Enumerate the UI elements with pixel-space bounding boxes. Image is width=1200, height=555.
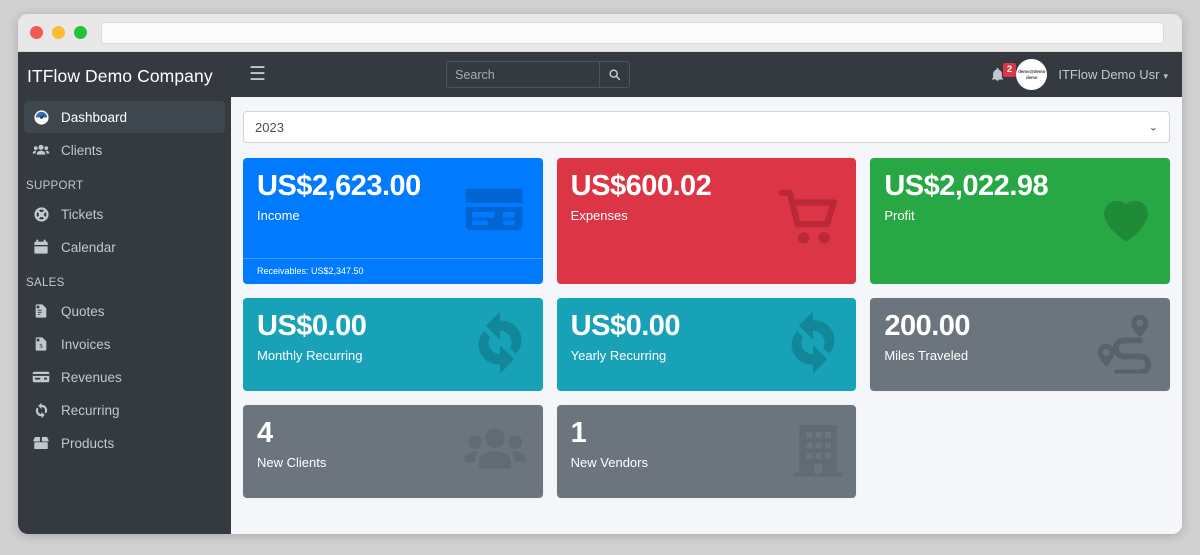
sidebar-item-label: Quotes (61, 303, 105, 319)
maximize-window-button[interactable] (74, 26, 87, 39)
user-menu-label: ITFlow Demo Usr (1058, 67, 1160, 82)
stat-card-grid: US$2,623.00 Income (243, 158, 1170, 498)
sidebar-item-label: Recurring (61, 402, 120, 418)
sidebar-item-invoices[interactable]: $ Invoices (24, 328, 225, 360)
notifications-button[interactable]: 2 (990, 63, 1016, 82)
bell-icon (992, 67, 1004, 81)
topbar-right: 2 demo@demo demo ITFlow Demo Usr ▾ (990, 59, 1168, 90)
browser-chrome (18, 14, 1182, 52)
invoice-icon: $ (32, 335, 50, 353)
search-button[interactable] (599, 62, 630, 87)
browser-window: ITFlow Demo Company Dashboard (18, 14, 1182, 534)
hamburger-icon[interactable]: ☰ (249, 64, 267, 85)
product-icon (32, 434, 50, 452)
stat-value: 200.00 (884, 310, 971, 342)
clients-icon (32, 141, 50, 159)
app-viewport: ITFlow Demo Company Dashboard (18, 52, 1182, 534)
sidebar-item-label: Invoices (61, 336, 111, 352)
sidebar-item-label: Tickets (61, 206, 104, 222)
avatar[interactable]: demo@demo demo (1016, 59, 1048, 90)
ticket-icon (32, 205, 50, 223)
stat-label: New Vendors (570, 455, 648, 471)
dashboard-icon (32, 108, 50, 126)
sidebar-section-sales: SALES (26, 277, 65, 289)
search-icon (609, 69, 621, 81)
stat-card-monthly-recurring[interactable]: US$0.00 Monthly Recurring (243, 298, 543, 391)
chevron-down-icon: ⌄ (1148, 121, 1158, 134)
window-controls (30, 26, 87, 39)
sidebar-item-calendar[interactable]: Calendar (24, 231, 225, 263)
stat-card-new-vendors[interactable]: 1 New Vendors (556, 405, 857, 498)
sidebar-item-label: Revenues (61, 369, 122, 385)
stat-value: US$600.02 (570, 170, 712, 202)
stat-label: Profit (884, 208, 915, 224)
stat-card-yearly-recurring[interactable]: US$0.00 Yearly Recurring (556, 298, 857, 391)
close-window-button[interactable] (30, 26, 43, 39)
search-input[interactable] (447, 62, 600, 87)
year-filter-value: 2023 (255, 119, 284, 135)
stat-label: New Clients (257, 455, 327, 471)
income-footer: Receivables: US$2,347.50 (243, 258, 543, 284)
main-column: ☰ 2 (231, 52, 1182, 534)
dashboard-content: 2023 ⌄ US$2,623.00 Income (231, 97, 1182, 534)
year-filter-select[interactable]: 2023 ⌄ (243, 111, 1170, 143)
sidebar-item-label: Calendar (61, 239, 116, 255)
sidebar-main-nav: Dashboard Clients (18, 101, 231, 166)
brand-title: ITFlow Demo Company (27, 66, 213, 86)
sidebar-item-quotes[interactable]: Quotes (24, 295, 225, 327)
stat-card-income[interactable]: US$2,623.00 Income (243, 158, 543, 284)
stat-label: Monthly Recurring (257, 348, 363, 364)
topbar: ☰ 2 (231, 52, 1182, 97)
stat-label: Miles Traveled (884, 348, 969, 364)
avatar-line-1: demo@demo (1018, 68, 1046, 74)
sidebar: ITFlow Demo Company Dashboard (18, 52, 231, 534)
sidebar-sales-nav: Quotes $ Invoices (18, 295, 231, 459)
recurring-icon (32, 401, 50, 419)
sidebar-item-tickets[interactable]: Tickets (24, 198, 225, 230)
notification-count-badge: 2 (1003, 63, 1016, 77)
stat-value: 4 (257, 417, 273, 449)
stat-label: Expenses (570, 208, 628, 224)
sidebar-item-revenues[interactable]: Revenues (24, 361, 225, 393)
stat-value: US$0.00 (570, 310, 681, 342)
sidebar-item-label: Clients (61, 142, 103, 158)
address-bar[interactable] (101, 21, 1164, 44)
minimize-window-button[interactable] (52, 26, 65, 39)
stat-value: US$2,623.00 (257, 170, 421, 202)
sidebar-item-label: Dashboard (61, 109, 128, 125)
stat-label: Yearly Recurring (570, 348, 667, 364)
stat-card-new-clients[interactable]: 4 New Clients (243, 405, 543, 498)
stat-label: Income (257, 208, 300, 224)
search-bar (446, 61, 631, 88)
avatar-line-2: demo (1026, 74, 1038, 80)
quote-icon (32, 302, 50, 320)
user-menu[interactable]: ITFlow Demo Usr ▾ (1058, 67, 1168, 82)
stat-value: US$2,022.98 (884, 170, 1049, 202)
stat-card-profit[interactable]: US$2,022.98 Profit (870, 158, 1170, 284)
stat-card-miles-traveled[interactable]: 200.00 Miles Traveled (870, 298, 1170, 391)
stat-card-expenses[interactable]: US$600.02 Expenses (556, 158, 857, 284)
sidebar-item-dashboard[interactable]: Dashboard (24, 101, 225, 133)
svg-text:$: $ (39, 343, 43, 350)
stat-value: 1 (570, 417, 587, 449)
chevron-down-icon: ▾ (1163, 71, 1168, 81)
sidebar-item-recurring[interactable]: Recurring (24, 394, 225, 426)
revenue-icon (32, 368, 50, 386)
sidebar-section-support: SUPPORT (26, 180, 84, 192)
stat-value: US$0.00 (257, 310, 367, 342)
sidebar-item-products[interactable]: Products (24, 427, 225, 459)
sidebar-support-nav: Tickets Calendar (18, 198, 231, 263)
calendar-icon (32, 238, 50, 256)
sidebar-item-label: Products (61, 435, 115, 451)
sidebar-item-clients[interactable]: Clients (24, 134, 225, 166)
